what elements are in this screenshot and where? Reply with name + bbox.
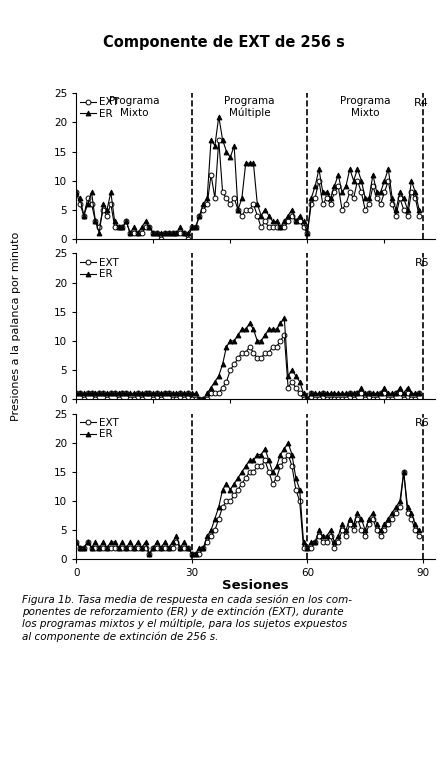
EXT (366, 199, 372, 208)
EXT (409, 395, 414, 404)
Line: ER: ER (74, 114, 422, 235)
ER (417, 205, 422, 214)
Text: Programa
Mixto: Programa Mixto (340, 96, 391, 118)
EXT (158, 235, 164, 244)
Text: R5: R5 (414, 258, 429, 268)
ER (409, 508, 414, 517)
ER (181, 228, 187, 238)
ER (320, 188, 326, 197)
ER (120, 388, 125, 398)
EXT (417, 211, 422, 221)
Legend: EXT, ER: EXT, ER (79, 256, 120, 280)
ER (216, 112, 221, 121)
ER (417, 388, 422, 398)
EXT (73, 537, 79, 546)
Text: Figura 1b. Tasa media de respuesta en cada sesión en los com-
ponentes de reforz: Figura 1b. Tasa media de respuesta en ca… (22, 594, 353, 642)
ER (120, 537, 125, 546)
Text: Componente de EXT de 256 s: Componente de EXT de 256 s (103, 35, 345, 50)
ER (285, 438, 291, 448)
Legend: EXT, ER: EXT, ER (79, 417, 120, 441)
ER (374, 388, 379, 398)
EXT (181, 395, 187, 404)
Text: Presiones a la palanca por minuto: Presiones a la palanca por minuto (11, 232, 21, 421)
EXT (374, 525, 379, 535)
EXT (374, 193, 379, 203)
EXT (282, 330, 287, 340)
EXT (409, 514, 414, 524)
EXT (366, 520, 372, 529)
Text: Sesiones: Sesiones (222, 579, 289, 592)
EXT (181, 543, 187, 552)
EXT (285, 450, 291, 459)
Line: EXT: EXT (74, 138, 422, 242)
Legend: EXT, ER: EXT, ER (79, 96, 120, 120)
Line: ER: ER (74, 315, 422, 402)
ER (320, 531, 326, 541)
ER (366, 388, 372, 398)
ER (177, 388, 183, 398)
Line: ER: ER (74, 441, 422, 556)
EXT (409, 188, 414, 197)
ER (409, 388, 414, 398)
EXT (417, 388, 422, 398)
ER (320, 388, 326, 398)
Text: Programa
Múltiple: Programa Múltiple (224, 96, 275, 118)
Text: R6: R6 (414, 418, 429, 428)
Line: EXT: EXT (74, 333, 422, 402)
EXT (81, 395, 86, 404)
ER (374, 520, 379, 529)
ER (146, 549, 152, 558)
EXT (73, 388, 79, 398)
EXT (146, 549, 152, 558)
ER (366, 514, 372, 524)
Text: R4: R4 (414, 98, 429, 107)
EXT (181, 228, 187, 238)
EXT (216, 135, 221, 145)
ER (197, 395, 202, 404)
ER (97, 228, 102, 238)
ER (417, 525, 422, 535)
ER (409, 176, 414, 186)
EXT (120, 543, 125, 552)
EXT (417, 531, 422, 541)
EXT (320, 537, 326, 546)
EXT (374, 395, 379, 404)
ER (282, 313, 287, 322)
Text: Programa
Mixto: Programa Mixto (109, 96, 159, 118)
EXT (366, 388, 372, 398)
ER (181, 537, 187, 546)
ER (124, 217, 129, 226)
ER (73, 188, 79, 197)
ER (73, 388, 79, 398)
EXT (320, 388, 326, 398)
Line: EXT: EXT (74, 452, 422, 556)
ER (366, 193, 372, 203)
EXT (120, 223, 125, 232)
EXT (124, 388, 129, 398)
EXT (73, 188, 79, 197)
EXT (320, 199, 326, 208)
ER (374, 188, 379, 197)
ER (73, 537, 79, 546)
